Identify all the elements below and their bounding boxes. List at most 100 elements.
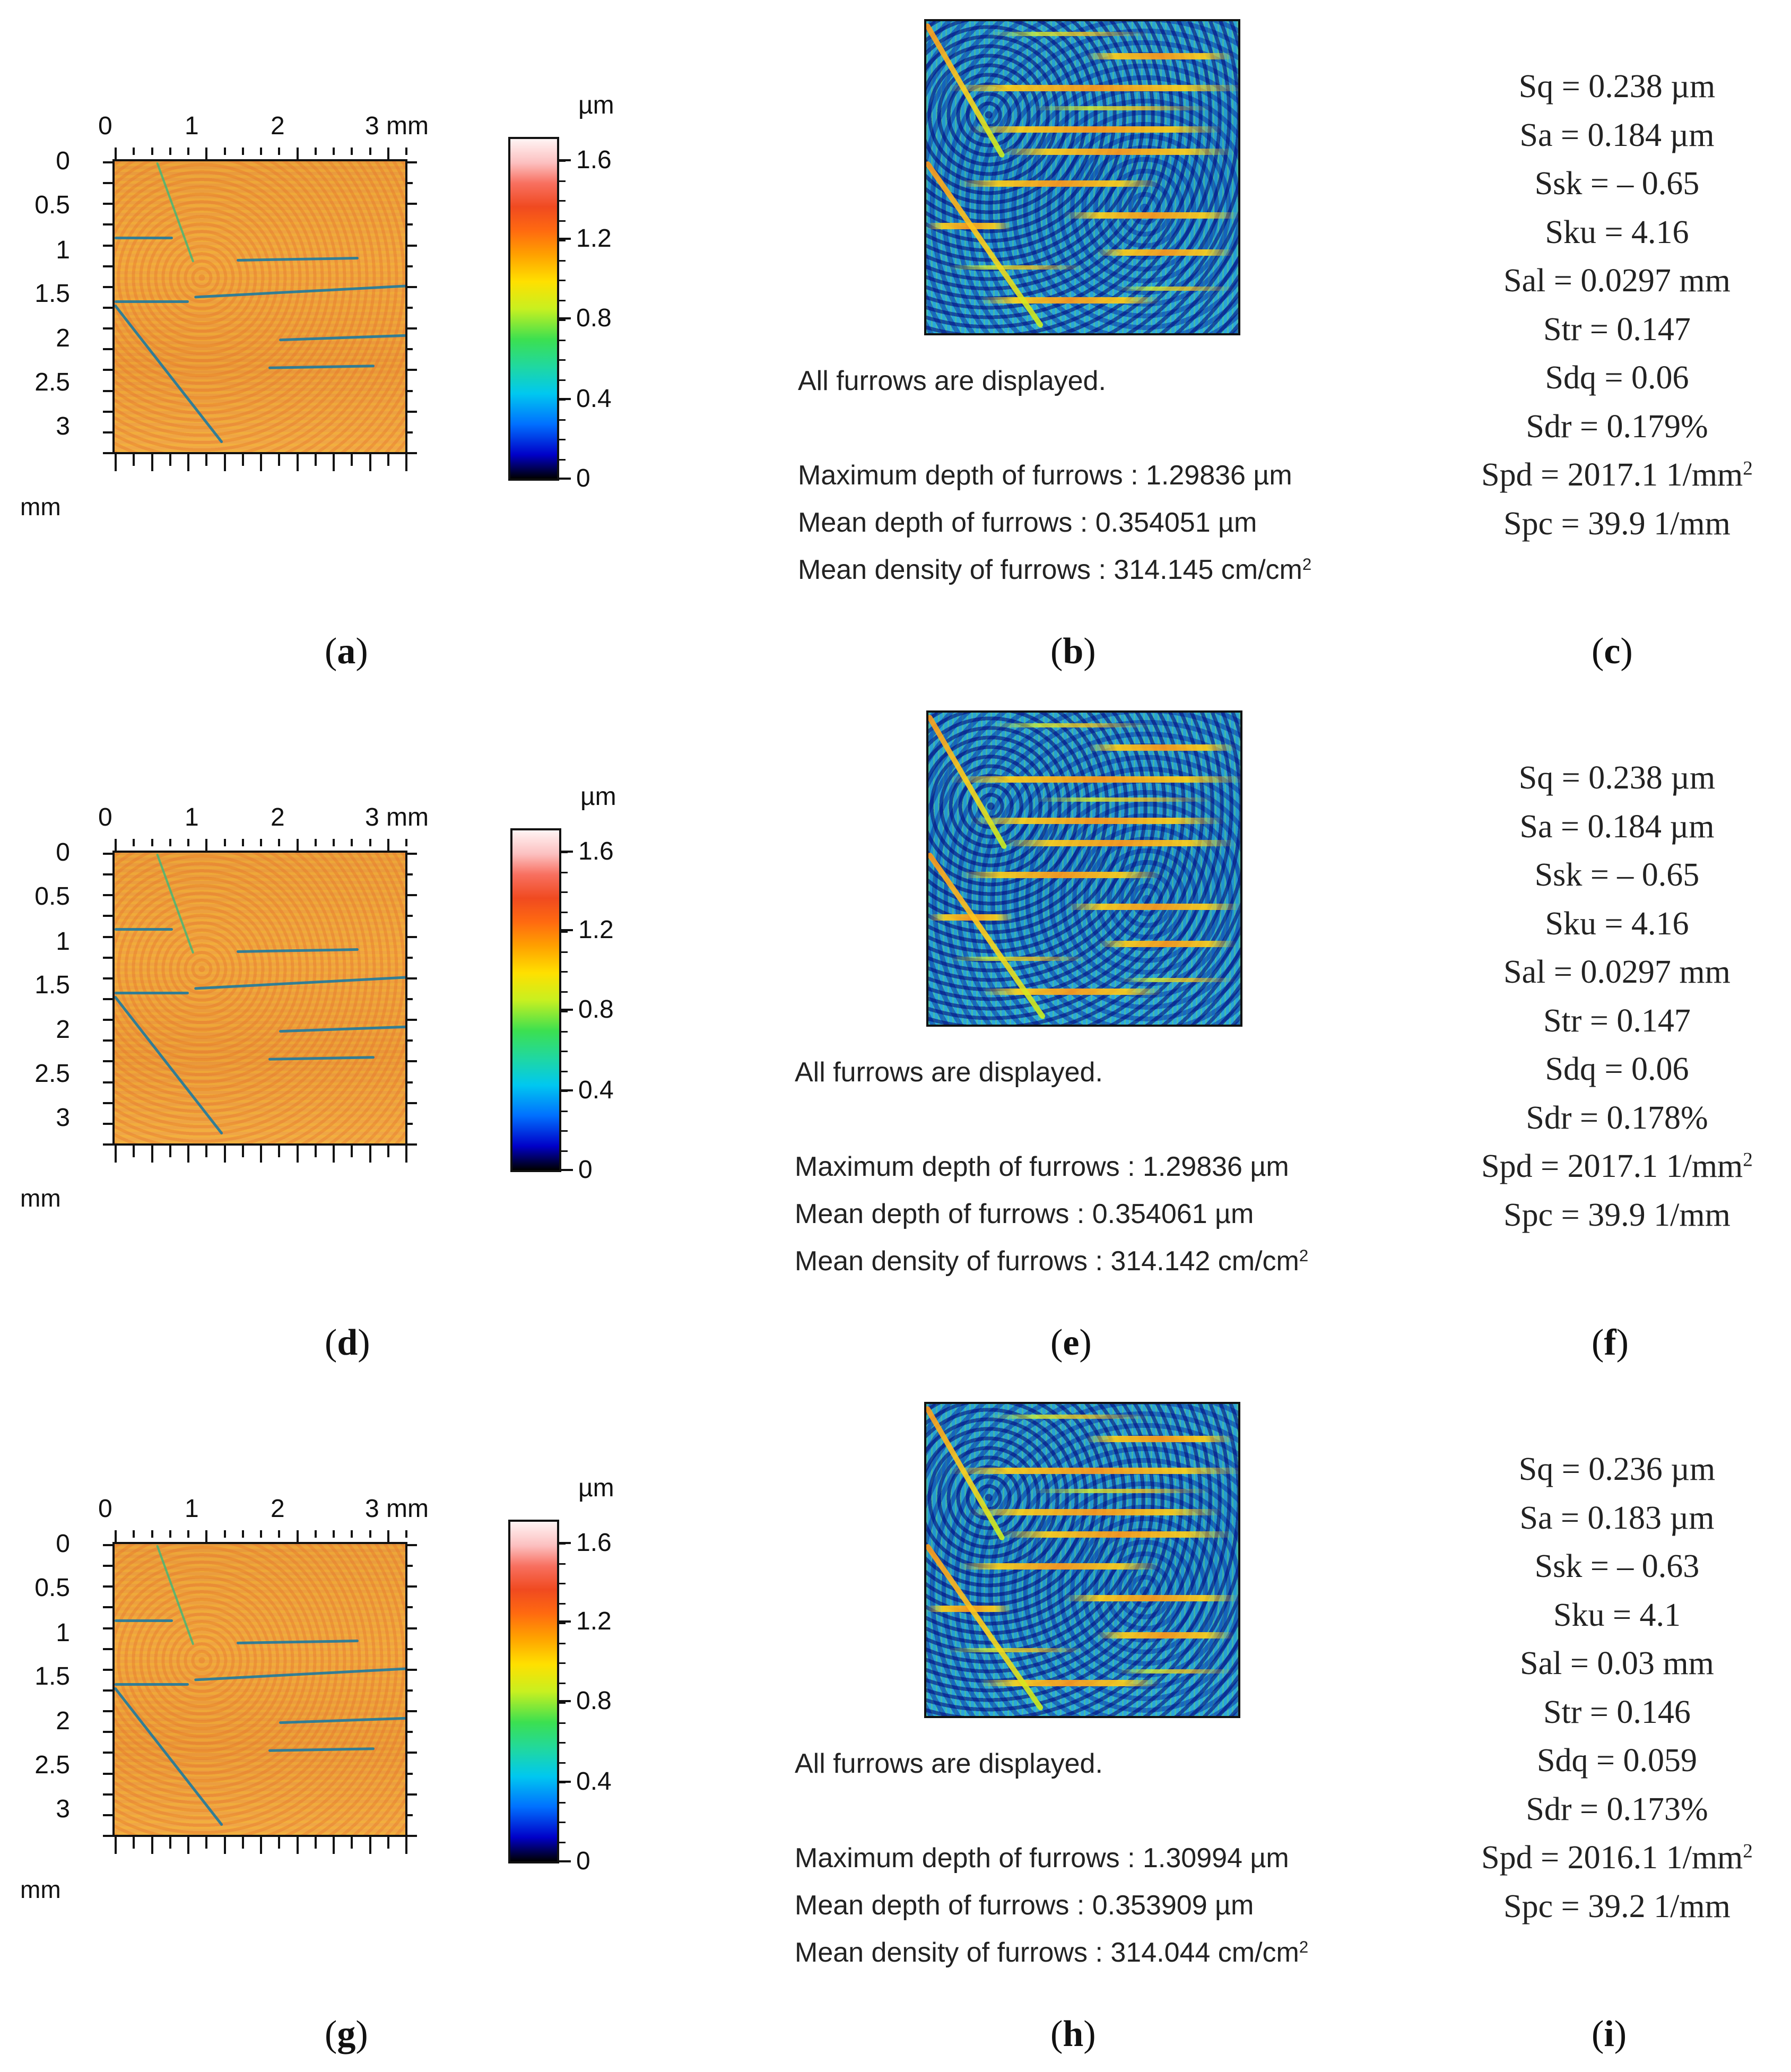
furrow-trace xyxy=(1064,212,1238,219)
y-axis-tick-right xyxy=(406,1102,417,1104)
param-sa: Sa = 0.184 µm xyxy=(1519,117,1715,153)
mean-density-text: Mean density of furrows : 314.044 cm/cm xyxy=(795,1937,1299,1968)
color-scale-tick-label: 1.2 xyxy=(576,1607,612,1635)
panel-caption: (h) xyxy=(1050,2014,1096,2054)
param-sa: Sa = 0.183 µm xyxy=(1519,1499,1715,1536)
color-scale-tick-label: 0 xyxy=(576,464,590,492)
y-axis-tick-right xyxy=(406,1019,417,1021)
panel-caption-letter: a xyxy=(337,631,356,672)
x-axis-tick-bottom xyxy=(241,453,244,466)
furrow-trace-minor xyxy=(992,723,1151,727)
y-tick-label: 2.5 xyxy=(34,1060,70,1088)
furrow-trace-minor xyxy=(1034,797,1215,802)
y-axis-tick-right xyxy=(406,265,413,267)
y-axis-tick-right xyxy=(406,1585,417,1588)
param-spd-text: Spd = 2016.1 1/mm xyxy=(1481,1840,1743,1876)
x-axis-tick-top xyxy=(333,839,335,846)
color-scale-minor-tick xyxy=(559,439,566,440)
color-scale-tick-label: 0.4 xyxy=(578,1076,614,1104)
y-axis-tick-right xyxy=(406,1081,413,1083)
y-tick-label: 2.5 xyxy=(34,368,70,396)
color-scale-minor-tick xyxy=(559,1583,566,1584)
furrow-line xyxy=(279,1025,405,1033)
param-ssk: Ssk = – 0.63 xyxy=(1534,1548,1700,1584)
color-scale-minor-tick xyxy=(559,160,566,162)
x-axis-tick-top xyxy=(241,1530,244,1538)
y-tick-label: 0 xyxy=(56,838,70,866)
y-axis-tick-left xyxy=(103,369,112,371)
x-axis-tick-top xyxy=(333,148,335,155)
mean-density-unit-exponent: 2 xyxy=(1302,554,1312,574)
x-axis-tick-top xyxy=(333,1530,335,1538)
color-scale-tick-label: 0.8 xyxy=(578,995,614,1024)
furrow-trace xyxy=(969,1509,1223,1515)
furrow-trace-minor xyxy=(990,1415,1149,1419)
x-axis-tick-top xyxy=(133,1530,135,1538)
color-scale-unit: µm xyxy=(580,783,616,811)
color-scale-minor-tick xyxy=(559,240,566,241)
furrow-trace xyxy=(958,1563,1160,1570)
x-axis-tick-top xyxy=(369,839,371,846)
x-tick-label: 1 xyxy=(185,112,199,140)
x-axis-tick-top xyxy=(369,148,371,155)
color-scale-minor-tick xyxy=(559,1841,566,1843)
color-scale-tick-label: 0.4 xyxy=(576,385,612,413)
y-axis-tick-right xyxy=(406,1143,417,1146)
x-axis-tick-bottom xyxy=(405,1836,407,1854)
x-axis-tick-top xyxy=(169,148,171,155)
y-tick-label: 2 xyxy=(56,1016,70,1044)
x-tick-label: 2 xyxy=(271,1495,285,1523)
y-axis-tick-left xyxy=(103,265,112,267)
x-axis-tick-bottom xyxy=(333,1145,335,1163)
y-axis-tick-left xyxy=(103,285,112,288)
y-axis-tick-left xyxy=(103,203,112,205)
furrow-trace-minor xyxy=(947,1648,1085,1652)
color-scale-minor-tick xyxy=(559,379,566,381)
y-axis-tick-left xyxy=(103,1102,112,1104)
color-scale-minor-tick xyxy=(559,1822,566,1823)
furrow-trace xyxy=(1098,941,1236,947)
x-axis-tick-bottom xyxy=(187,1145,189,1163)
y-axis-tick-left xyxy=(103,1814,112,1816)
y-axis-tick-left xyxy=(103,1565,112,1567)
y-axis-tick-left xyxy=(103,1060,112,1063)
x-axis-tick-top xyxy=(205,1530,208,1542)
x-axis-tick-top xyxy=(133,148,135,155)
x-axis-tick-bottom xyxy=(278,1836,281,1849)
furrow-trace-minor xyxy=(1117,1669,1234,1674)
panel-caption: (g) xyxy=(325,2014,368,2054)
color-scale-minor-tick xyxy=(559,1682,566,1684)
color-scale-tick xyxy=(559,1700,571,1702)
y-axis-tick-left xyxy=(103,1752,112,1754)
height-map xyxy=(112,1542,407,1837)
y-tick-label: 2 xyxy=(56,1707,70,1735)
x-axis-tick-bottom xyxy=(133,1145,135,1157)
x-axis-tick-top xyxy=(241,148,244,155)
x-axis-tick-top xyxy=(278,839,281,846)
color-scale-minor-tick xyxy=(561,1011,568,1012)
color-scale-tick-label: 0.4 xyxy=(576,1767,612,1796)
y-tick-label: 3 xyxy=(56,1104,70,1132)
color-scale-minor-tick xyxy=(559,339,566,341)
panel-caption: (i) xyxy=(1592,2014,1627,2054)
x-axis-tick-bottom xyxy=(169,453,171,466)
max-depth-of-furrows: Maximum depth of furrows : 1.29836 µm xyxy=(795,1151,1289,1182)
furrow-trace xyxy=(1096,249,1234,256)
y-axis-tick-right xyxy=(406,285,417,288)
x-axis-tick-top xyxy=(115,148,117,159)
param-spd: Spd = 2017.1 1/mm2 xyxy=(1431,1148,1791,1185)
furrow-line xyxy=(194,976,405,990)
color-scale-minor-tick xyxy=(559,1762,566,1764)
panel-caption: (f) xyxy=(1592,1322,1629,1363)
y-axis-tick-left xyxy=(103,1606,112,1609)
y-tick-label: 0.5 xyxy=(34,1574,70,1602)
color-scale-tick xyxy=(561,1169,573,1171)
y-axis-tick-right xyxy=(406,1731,413,1733)
y-axis-tick-right xyxy=(406,161,417,163)
panel-caption-letter: b xyxy=(1063,631,1084,672)
x-tick-label: 2 xyxy=(271,803,285,831)
color-scale-minor-tick xyxy=(559,200,566,202)
y-axis-tick-left xyxy=(103,431,112,434)
color-scale-minor-tick xyxy=(559,180,566,182)
x-axis-tick-top xyxy=(223,1530,226,1538)
